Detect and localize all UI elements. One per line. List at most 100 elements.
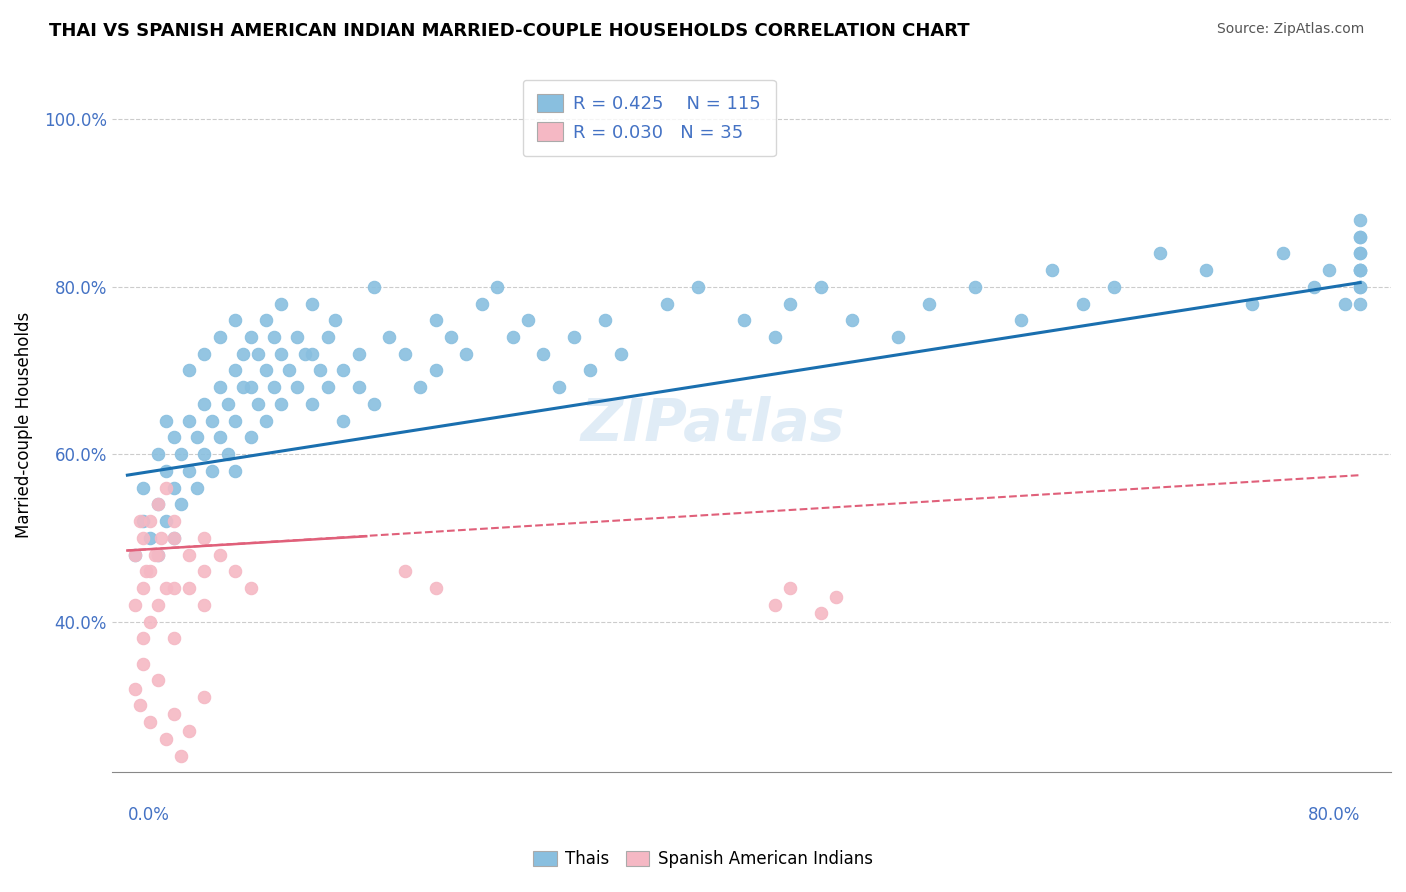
Point — [810, 279, 832, 293]
Point — [177, 581, 200, 595]
Point — [177, 414, 200, 428]
Point — [918, 296, 941, 310]
Point — [1348, 229, 1371, 244]
Point — [148, 447, 170, 461]
Point — [155, 464, 177, 478]
Point — [193, 347, 215, 361]
Point — [825, 590, 848, 604]
Point — [124, 548, 146, 562]
Point — [193, 397, 215, 411]
Point — [132, 481, 155, 495]
Point — [247, 397, 270, 411]
Point — [148, 598, 170, 612]
Point — [1348, 229, 1371, 244]
Point — [1333, 296, 1355, 310]
Point — [325, 313, 347, 327]
Point — [139, 615, 162, 629]
Point — [170, 748, 193, 763]
Y-axis label: Married-couple Households: Married-couple Households — [15, 312, 32, 538]
Point — [239, 430, 262, 444]
Legend: Thais, Spanish American Indians: Thais, Spanish American Indians — [527, 844, 879, 875]
Text: ZIPatlas: ZIPatlas — [581, 396, 845, 453]
Point — [224, 414, 246, 428]
Point — [139, 565, 162, 579]
Point — [285, 380, 308, 394]
Point — [655, 296, 678, 310]
Point — [1348, 263, 1371, 277]
Point — [517, 313, 540, 327]
Point — [1010, 313, 1032, 327]
Point — [1272, 246, 1295, 260]
Point — [609, 347, 631, 361]
Point — [162, 581, 184, 595]
Point — [155, 731, 177, 746]
Text: 80.0%: 80.0% — [1308, 805, 1360, 824]
Point — [247, 347, 270, 361]
Point — [162, 632, 184, 646]
Point — [135, 565, 157, 579]
Point — [270, 397, 292, 411]
Point — [193, 598, 215, 612]
Point — [177, 363, 200, 377]
Point — [1195, 263, 1218, 277]
Point — [810, 607, 832, 621]
Point — [239, 581, 262, 595]
Point — [128, 698, 150, 713]
Point — [294, 347, 316, 361]
Point — [208, 330, 231, 344]
Point — [148, 498, 170, 512]
Point — [155, 581, 177, 595]
Point — [148, 673, 170, 688]
Point — [1348, 246, 1371, 260]
Point — [1149, 246, 1171, 260]
Point — [779, 296, 801, 310]
Point — [332, 414, 354, 428]
Point — [502, 330, 524, 344]
Point — [309, 363, 332, 377]
Point — [1303, 279, 1326, 293]
Point — [263, 330, 285, 344]
Point — [162, 706, 184, 721]
Point — [533, 347, 555, 361]
Point — [201, 464, 224, 478]
Point — [1241, 296, 1264, 310]
Point — [263, 380, 285, 394]
Point — [1348, 279, 1371, 293]
Point — [578, 363, 600, 377]
Point — [347, 347, 370, 361]
Point — [224, 363, 246, 377]
Point — [486, 279, 509, 293]
Point — [139, 531, 162, 545]
Point — [124, 681, 146, 696]
Point — [562, 330, 585, 344]
Point — [162, 531, 184, 545]
Point — [887, 330, 910, 344]
Point — [170, 447, 193, 461]
Point — [162, 430, 184, 444]
Point — [124, 598, 146, 612]
Point — [177, 464, 200, 478]
Point — [425, 363, 447, 377]
Point — [425, 581, 447, 595]
Text: 0.0%: 0.0% — [128, 805, 169, 824]
Point — [963, 279, 986, 293]
Point — [224, 313, 246, 327]
Point — [232, 347, 254, 361]
Point — [186, 481, 208, 495]
Point — [132, 531, 155, 545]
Point — [162, 531, 184, 545]
Point — [193, 531, 215, 545]
Point — [425, 313, 447, 327]
Text: Source: ZipAtlas.com: Source: ZipAtlas.com — [1216, 22, 1364, 37]
Point — [363, 279, 385, 293]
Point — [301, 347, 323, 361]
Point — [440, 330, 463, 344]
Point — [208, 430, 231, 444]
Point — [128, 514, 150, 528]
Point — [217, 447, 239, 461]
Point — [1348, 212, 1371, 227]
Point — [733, 313, 755, 327]
Point — [124, 548, 146, 562]
Point — [232, 380, 254, 394]
Point — [547, 380, 569, 394]
